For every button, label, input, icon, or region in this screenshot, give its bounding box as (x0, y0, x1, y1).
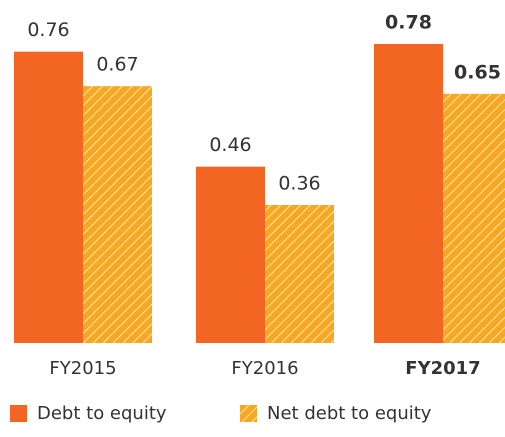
value-label: 0.46 (209, 134, 251, 156)
bar (443, 93, 505, 343)
legend-swatch (10, 405, 27, 422)
bar (196, 166, 265, 343)
value-label: 0.36 (278, 173, 320, 195)
legend-label: Debt to equity (37, 403, 167, 424)
bar (374, 44, 443, 343)
value-label: 0.78 (385, 12, 432, 34)
legend-label: Net debt to equity (267, 403, 432, 424)
value-label: 0.65 (454, 61, 501, 83)
value-label: 0.67 (96, 54, 138, 76)
value-label: 0.76 (27, 19, 69, 41)
x-tick-label: FY2016 (231, 358, 298, 379)
x-tick-label: FY2015 (49, 358, 116, 379)
bar (14, 51, 83, 344)
bar (265, 205, 334, 343)
x-tick-label: FY2017 (405, 358, 480, 379)
legend-swatch (240, 405, 257, 422)
bar (83, 86, 152, 344)
